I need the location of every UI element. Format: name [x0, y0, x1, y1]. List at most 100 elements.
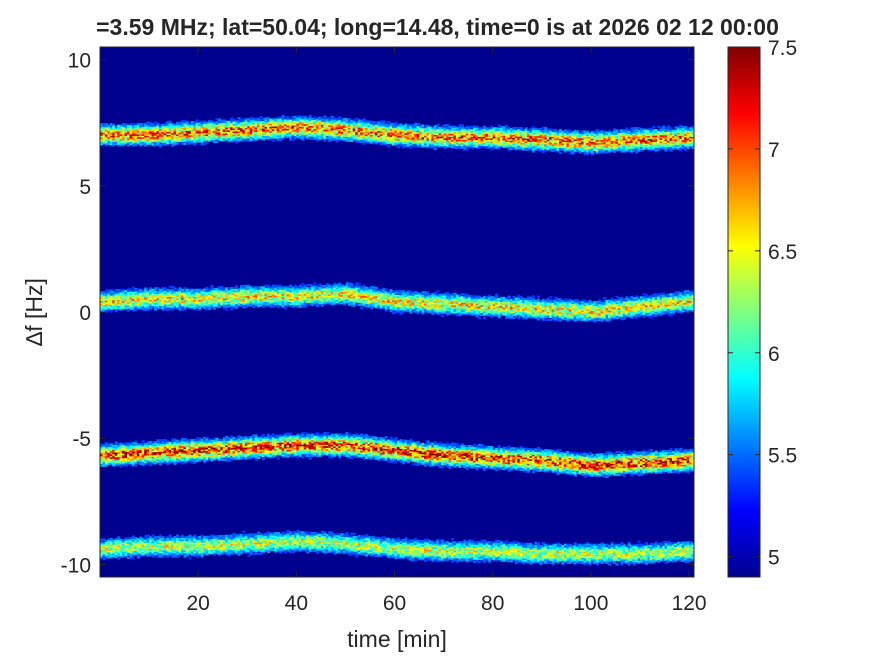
heat-cell [217, 119, 221, 122]
heat-cell [370, 126, 374, 129]
heat-cell [458, 124, 462, 127]
heat-cell [399, 131, 403, 134]
heat-cell [119, 124, 123, 127]
heat-cell [296, 129, 300, 132]
heat-cell [235, 132, 239, 135]
heat-cell [340, 122, 344, 125]
heat-cell [127, 135, 131, 138]
heat-cell [313, 125, 317, 128]
heat-cell [237, 132, 241, 135]
heat-cell [276, 118, 280, 121]
heat-cell [176, 124, 180, 127]
heat-cell [284, 307, 288, 310]
heat-cell [340, 124, 344, 127]
heat-cell [347, 127, 351, 130]
heat-cell [441, 143, 445, 146]
heat-cell [426, 129, 430, 132]
heat-cell [163, 127, 167, 130]
heat-cell [193, 142, 197, 145]
heat-cell [198, 135, 202, 138]
heat-cell [463, 142, 467, 145]
heat-cell [183, 135, 187, 138]
heat-cell [190, 125, 194, 128]
heat-cell [453, 146, 457, 149]
heat-cell [269, 133, 273, 136]
heat-cell [171, 140, 175, 143]
heat-cell [271, 127, 275, 130]
heat-cell [414, 130, 418, 133]
heat-cell [279, 125, 283, 128]
heat-cell [232, 131, 236, 134]
heat-cell [102, 129, 106, 132]
heat-cell [401, 129, 405, 132]
heat-cell [131, 127, 135, 130]
heat-cell [237, 129, 241, 132]
heat-cell [333, 123, 337, 126]
heat-cell [102, 141, 106, 144]
heat-cell [414, 137, 418, 140]
heat-cell [144, 135, 148, 138]
heat-cell [271, 119, 275, 122]
heat-cell [340, 127, 344, 130]
heat-cell [217, 131, 221, 134]
heat-cell [313, 136, 317, 139]
heat-cell [203, 132, 207, 135]
heat-cell [436, 134, 440, 137]
heat-cell [330, 132, 334, 135]
heat-cell [443, 137, 447, 140]
heat-cell [163, 136, 167, 139]
heat-cell [355, 138, 359, 141]
heat-cell [382, 137, 386, 140]
heat-cell [340, 137, 344, 140]
heat-cell [161, 140, 165, 143]
heat-cell [122, 139, 126, 142]
heat-cell [281, 136, 285, 139]
heat-cell [222, 128, 226, 131]
heat-cell [347, 118, 351, 121]
heat-cell [222, 134, 226, 137]
heat-cell [198, 128, 202, 131]
heat-cell [198, 120, 202, 123]
heat-cell [222, 122, 226, 125]
heat-cell [431, 135, 435, 138]
heat-cell [112, 127, 116, 130]
heat-cell [389, 131, 393, 134]
heat-cell [394, 135, 398, 138]
heat-cell [257, 135, 261, 138]
heat-cell [306, 126, 310, 129]
heat-cell [183, 132, 187, 135]
heat-cell [325, 126, 329, 129]
heat-cell [144, 126, 148, 129]
heat-cell [136, 136, 140, 139]
heat-cell [428, 128, 432, 131]
heat-cell [460, 128, 464, 131]
heat-cell [220, 133, 224, 136]
heat-cell [212, 124, 216, 127]
heat-cell [173, 132, 177, 135]
heat-cell [264, 123, 268, 126]
heat-cell [397, 141, 401, 144]
heat-cell [401, 125, 405, 128]
heat-cell [343, 118, 347, 121]
heat-cell [328, 126, 332, 129]
heat-cell [158, 133, 162, 136]
heat-cell [220, 136, 224, 139]
heat-cell [345, 128, 349, 131]
heat-cell [333, 120, 337, 123]
heat-cell [279, 121, 283, 124]
heat-cell [198, 131, 202, 134]
heat-cell [200, 140, 204, 143]
heat-cell [308, 136, 312, 139]
heat-cell [426, 138, 430, 141]
heat-cell [453, 133, 457, 136]
heat-cell [389, 125, 393, 128]
heat-cell [198, 137, 202, 140]
heat-cell [419, 124, 423, 127]
heat-cell [247, 139, 251, 142]
heat-cell [370, 140, 374, 143]
heat-cell [144, 136, 148, 139]
heat-cell [443, 127, 447, 130]
heat-cell [171, 123, 175, 126]
heat-cell [345, 130, 349, 133]
heat-cell [200, 120, 204, 123]
